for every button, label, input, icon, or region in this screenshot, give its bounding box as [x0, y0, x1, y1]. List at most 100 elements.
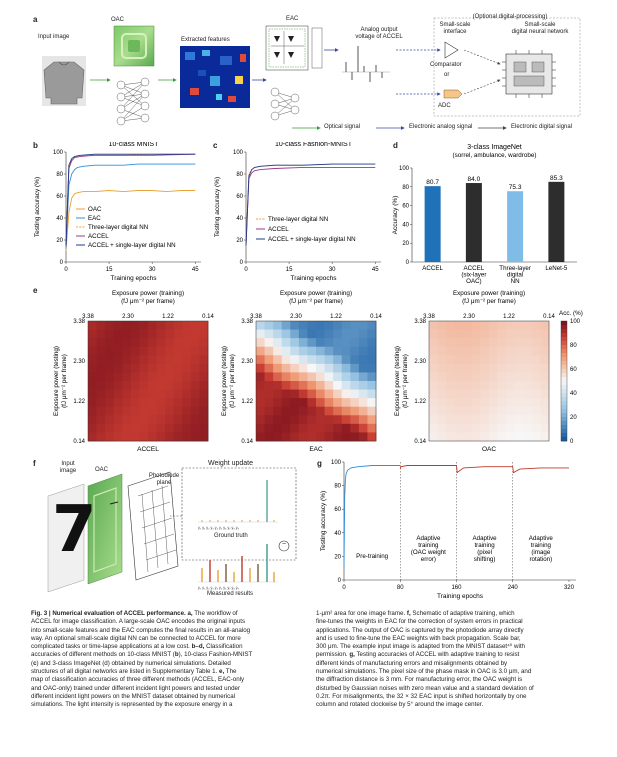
heatmap-cell — [105, 372, 115, 382]
heatmap-cell — [307, 363, 317, 373]
heatmap-cell — [463, 372, 473, 382]
category-label: NN — [511, 278, 520, 285]
heatmap-cell — [173, 423, 183, 433]
heatmap-cell — [281, 363, 291, 373]
heatmap-cell — [540, 372, 550, 382]
stage-label: Pre-training — [356, 553, 389, 560]
y-tick-label: 100 — [399, 166, 410, 172]
heatmap-cell — [130, 381, 140, 390]
comparator-symbol — [444, 41, 459, 59]
heatmap-cell — [88, 321, 97, 330]
heatmap-cell — [281, 406, 291, 416]
heatmap-cell — [290, 363, 300, 373]
y-axis-label: Testing accuracy (%) — [34, 177, 41, 237]
label-adc: ADC — [438, 103, 451, 109]
category-label: ACCEL — [422, 265, 443, 272]
heatmap-cell — [307, 372, 317, 382]
heatmap-cell — [454, 398, 464, 408]
heatmap-cell — [273, 329, 283, 339]
heatmap-cell — [446, 329, 456, 339]
heatmap-cell — [173, 406, 183, 416]
heatmap-cell — [540, 398, 550, 408]
heatmap-cell — [463, 338, 473, 348]
heatmap-cell — [463, 432, 473, 442]
heatmap-cell — [514, 432, 524, 442]
y-tick-label: 0 — [338, 578, 342, 584]
top-axis-label: (fJ μm⁻² per frame) — [121, 298, 175, 305]
heatmap-cell — [199, 372, 209, 382]
heatmap-cell — [122, 415, 132, 425]
heatmap-cell — [497, 372, 507, 382]
heatmap-cell — [446, 398, 456, 408]
heatmap-cell — [454, 338, 464, 348]
heatmap-cell — [429, 423, 438, 433]
colorbar-segment — [561, 381, 567, 386]
heatmap-cell — [173, 338, 183, 348]
left-axis-label: Exposure power (testing) — [221, 346, 228, 416]
heatmap-cell — [350, 398, 360, 408]
heatmap-cell — [273, 389, 283, 399]
heatmap-cell — [165, 381, 175, 390]
heatmap-cell — [307, 406, 317, 416]
caption-line: way. An optional small-scale digital NN … — [31, 634, 241, 642]
heatmap-cell — [497, 329, 507, 339]
heatmap-cell — [113, 423, 123, 433]
caption-left-column: Fig. 3 | Numerical evaluation of ACCEL p… — [31, 610, 301, 710]
heatmap-cell — [182, 406, 192, 416]
heatmap-cell — [454, 381, 464, 390]
x-axis-label: Training epochs — [290, 275, 337, 282]
heatmap-cell — [199, 363, 209, 373]
top-tick-label: 3.38 — [250, 314, 262, 320]
colorbar-segment — [561, 365, 567, 370]
heatmap-cell — [454, 372, 464, 382]
heatmap-cell — [480, 398, 490, 408]
heatmap-cell — [122, 381, 132, 390]
heatmap-cell — [130, 415, 140, 425]
heatmap-cell — [273, 372, 283, 382]
colorbar-segment — [561, 377, 567, 382]
heatmap-cell — [113, 389, 123, 399]
heatmap-cell — [446, 355, 456, 365]
bar — [465, 183, 482, 262]
caption-line: disturbed by Gaussian noises with zero m… — [316, 684, 534, 692]
heatmap-cell — [324, 372, 334, 382]
heatmap-cell — [88, 338, 97, 348]
stage-label: training — [474, 542, 495, 549]
heatmap-cell — [165, 389, 175, 399]
heatmap-cell — [437, 346, 447, 356]
heatmap-cell — [367, 432, 377, 442]
heatmap-cell — [165, 432, 175, 442]
colorbar-segment — [561, 341, 567, 346]
x-tick-label: 320 — [564, 585, 575, 591]
chart-title: 10-class MNIST — [109, 142, 160, 148]
heatmap-cell — [316, 329, 325, 339]
heatmap-cell — [96, 406, 106, 416]
heatmap-cell — [316, 406, 325, 416]
heatmap-cell — [540, 406, 550, 416]
heatmap-cell — [324, 346, 334, 356]
colorbar-segment — [561, 337, 567, 342]
caption-line: map of classification accuracies of thre… — [31, 676, 245, 684]
heatmap-cell — [130, 389, 140, 399]
heatmap-cell — [148, 363, 157, 373]
left-tick-label: 2.30 — [241, 359, 253, 365]
left-tick-label: 1.22 — [414, 399, 426, 405]
heatmap-cell — [523, 381, 533, 390]
heatmap-cell — [290, 406, 300, 416]
heatmap-cell — [105, 415, 115, 425]
left-tick-label: 0.14 — [73, 439, 85, 445]
heatmap-cell — [489, 355, 498, 365]
heatmap-cell — [471, 406, 481, 416]
heatmap-cell — [105, 346, 115, 356]
heatmap-cell — [130, 432, 140, 442]
heatmap-cell — [523, 329, 533, 339]
heatmap-cell — [199, 355, 209, 365]
heatmap-cell — [506, 372, 516, 382]
heatmap-cell — [463, 398, 473, 408]
heatmap-cell — [429, 381, 438, 390]
left-tick-label: 1.22 — [241, 399, 253, 405]
y-axis-label: Testing accuracy (%) — [214, 177, 221, 237]
caption-line: into small-scale features and the EAC co… — [31, 626, 251, 634]
y-axis-label: Accuracy (%) — [392, 196, 399, 235]
heatmap-cell — [96, 355, 106, 365]
